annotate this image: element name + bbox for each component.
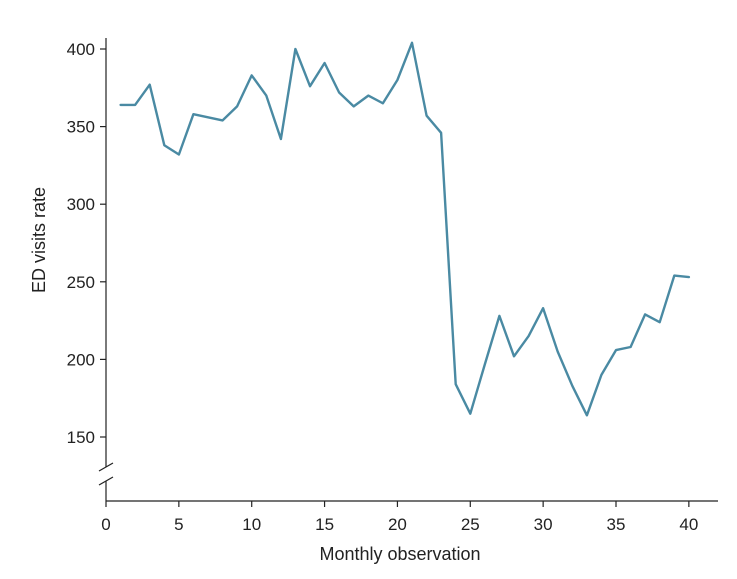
y-axis: 150 200 250 300 350 400	[67, 38, 114, 501]
axis-break-marker	[98, 462, 114, 486]
x-tick-label: 30	[534, 515, 553, 534]
series-line	[119, 41, 691, 417]
x-tick-label: 20	[388, 515, 407, 534]
x-axis: 0 5 10 15 20 25 30 35 40	[101, 500, 718, 534]
x-tick-label: 35	[607, 515, 626, 534]
y-axis-title: ED visits rate	[29, 187, 49, 293]
x-tick-label: 15	[315, 515, 334, 534]
x-tick-label: 25	[461, 515, 480, 534]
y-tick-label: 300	[67, 195, 95, 214]
x-axis-title: Monthly observation	[319, 544, 480, 564]
x-tick-label: 40	[679, 515, 698, 534]
x-tick-label: 5	[174, 515, 183, 534]
x-tick-label: 0	[101, 515, 110, 534]
y-tick-label: 200	[67, 350, 95, 369]
y-tick-label: 150	[67, 428, 95, 447]
plot-area	[119, 41, 691, 417]
y-tick-label: 350	[67, 118, 95, 137]
y-tick-label: 400	[67, 40, 95, 59]
y-tick-label: 250	[67, 273, 95, 292]
x-tick-label: 10	[242, 515, 261, 534]
